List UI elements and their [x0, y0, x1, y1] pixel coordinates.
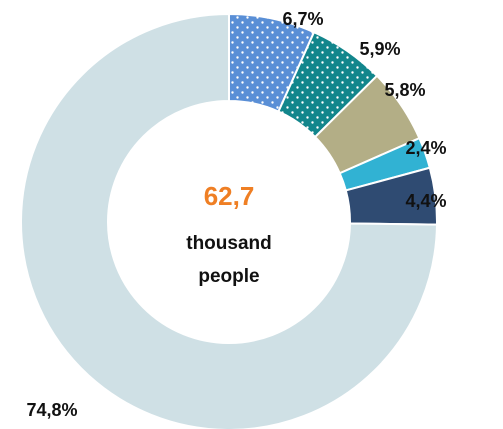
- slice-percentage-label: 5,9%: [359, 39, 400, 59]
- slice-percentage-label: 4,4%: [405, 191, 446, 211]
- slices-layer: [20, 12, 438, 429]
- slice-percentage-label: 74,8%: [26, 400, 77, 420]
- center-label-group: 62,7 thousand people: [186, 181, 272, 287]
- center-line-2: people: [198, 266, 259, 287]
- donut-slice: [20, 12, 438, 429]
- slice-percentage-label: 2,4%: [405, 138, 446, 158]
- center-value: 62,7: [204, 181, 255, 211]
- center-line-1: thousand: [186, 233, 272, 254]
- labels-layer: 6,7% 5,9% 5,8% 2,4% 4,4% 74,8%: [26, 9, 446, 420]
- slice-percentage-label: 5,8%: [384, 80, 425, 100]
- slice-percentage-label: 6,7%: [282, 9, 323, 29]
